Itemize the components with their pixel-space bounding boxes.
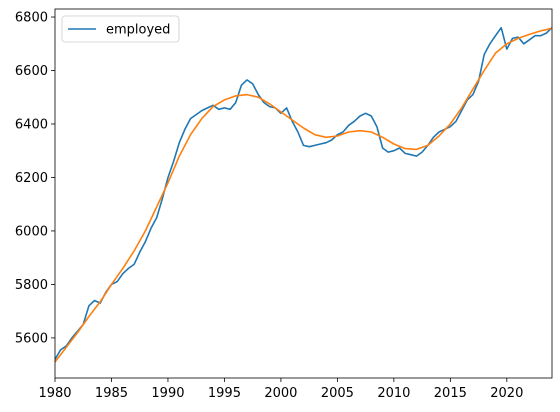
y-tick-label: 6200	[15, 171, 48, 186]
x-tick-label: 2000	[264, 386, 297, 401]
series-line-employed	[54, 26, 553, 360]
x-tick-label: 1985	[95, 386, 128, 401]
series-line-trend	[54, 27, 553, 363]
legend-label-employed: employed	[106, 23, 170, 38]
x-tick-label: 1990	[151, 386, 184, 401]
plot-frame	[54, 8, 553, 379]
x-tick-label: 2010	[377, 386, 410, 401]
x-tick-label: 2005	[321, 386, 354, 401]
x-tick-label: 2020	[490, 386, 523, 401]
y-axis: 5600 5800 6000 6200 6400 6600 6800	[15, 11, 55, 346]
x-tick-label: 1980	[38, 386, 71, 401]
x-tick-label: 2015	[434, 386, 467, 401]
y-tick-label: 6600	[15, 64, 48, 79]
y-tick-label: 5600	[15, 331, 48, 346]
y-tick-label: 6800	[15, 11, 48, 26]
y-tick-label: 6000	[15, 224, 48, 239]
x-axis: 1980 1985 1990 1995 2000 2005 2010 2015 2020	[38, 378, 523, 401]
legend: employed	[61, 15, 180, 43]
y-tick-label: 5800	[15, 278, 48, 293]
legend-box	[61, 15, 180, 43]
x-tick-label: 1995	[208, 386, 241, 401]
plot-lines	[54, 26, 553, 363]
y-tick-label: 6400	[15, 117, 48, 132]
